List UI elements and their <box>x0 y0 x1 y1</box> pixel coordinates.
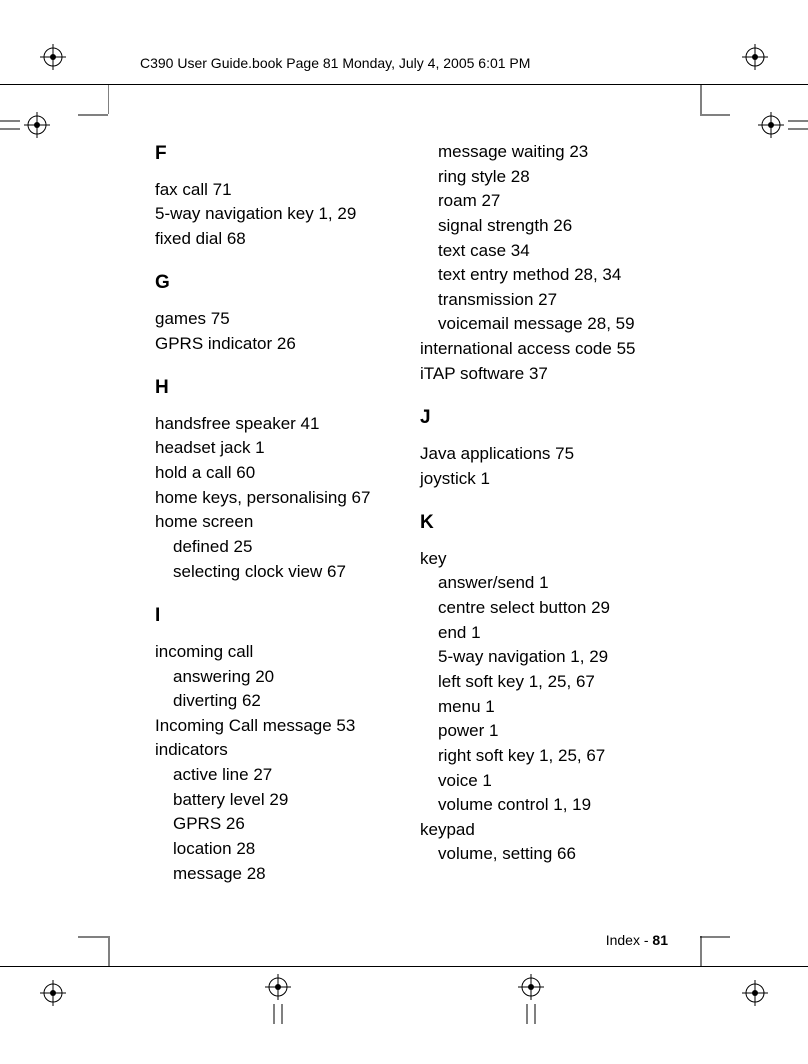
index-subentry: message waiting 23 <box>420 140 675 165</box>
page-header: C390 User Guide.book Page 81 Monday, Jul… <box>140 55 530 71</box>
index-subentry: text case 34 <box>420 239 675 264</box>
crop-l-top-right <box>700 84 702 114</box>
index-entry: iTAP software 37 <box>420 362 675 387</box>
index-entry: indicators <box>155 738 410 763</box>
index-subentry: roam 27 <box>420 189 675 214</box>
index-subentry: selecting clock view 67 <box>155 560 410 585</box>
reg-mark-bottom-left <box>40 980 66 1006</box>
index-letter-heading: H <box>155 374 410 402</box>
index-column-right: message waiting 23ring style 28roam 27si… <box>420 140 675 886</box>
crop-l-bot-right-v <box>700 936 702 966</box>
index-letter-heading: G <box>155 269 410 297</box>
index-subentry: battery level 29 <box>155 788 410 813</box>
bottom-crop-line <box>0 966 808 967</box>
index-subentry: signal strength 26 <box>420 214 675 239</box>
index-subentry: left soft key 1, 25, 67 <box>420 670 675 695</box>
index-entry: games 75 <box>155 307 410 332</box>
footer-page-number: 81 <box>652 932 668 948</box>
index-subentry: 5-way navigation 1, 29 <box>420 645 675 670</box>
index-subentry: answer/send 1 <box>420 571 675 596</box>
index-letter-heading: I <box>155 602 410 630</box>
index-column-left: Ffax call 715-way navigation key 1, 29fi… <box>155 140 410 886</box>
reg-mark-right-side <box>758 112 808 138</box>
index-subentry: menu 1 <box>420 695 675 720</box>
index-entry: hold a call 60 <box>155 461 410 486</box>
reg-mark-bottom-center-1 <box>265 974 291 1024</box>
index-entry: joystick 1 <box>420 467 675 492</box>
page-footer: Index - 81 <box>606 932 668 948</box>
crop-l-bot-right-h <box>700 936 730 938</box>
reg-mark-bottom-right <box>742 980 768 1006</box>
index-entry: fixed dial 68 <box>155 227 410 252</box>
index-entry: home screen <box>155 510 410 535</box>
index-entry: Incoming Call message 53 <box>155 714 410 739</box>
index-entry: headset jack 1 <box>155 436 410 461</box>
index-subentry: ring style 28 <box>420 165 675 190</box>
index-subentry: answering 20 <box>155 665 410 690</box>
index-entry: key <box>420 547 675 572</box>
index-entry: Java applications 75 <box>420 442 675 467</box>
index-entry: GPRS indicator 26 <box>155 332 410 357</box>
index-subentry: end 1 <box>420 621 675 646</box>
index-subentry: text entry method 28, 34 <box>420 263 675 288</box>
index-entry: 5-way navigation key 1, 29 <box>155 202 410 227</box>
reg-mark-left-side <box>0 112 50 138</box>
index-subentry: voicemail message 28, 59 <box>420 312 675 337</box>
index-subentry: volume, setting 66 <box>420 842 675 867</box>
index-entry: international access code 55 <box>420 337 675 362</box>
reg-mark-bottom-center-2 <box>518 974 544 1024</box>
index-letter-heading: K <box>420 509 675 537</box>
index-entry: keypad <box>420 818 675 843</box>
index-subentry: transmission 27 <box>420 288 675 313</box>
index-subentry: centre select button 29 <box>420 596 675 621</box>
crop-l-bot-left-h <box>78 936 108 938</box>
index-subentry: power 1 <box>420 719 675 744</box>
index-content: Ffax call 715-way navigation key 1, 29fi… <box>155 140 675 886</box>
reg-mark-top-left <box>40 44 66 70</box>
index-subentry: defined 25 <box>155 535 410 560</box>
crop-l-bot-left-v <box>108 936 110 966</box>
crop-l-top-left <box>108 84 138 114</box>
index-subentry: GPRS 26 <box>155 812 410 837</box>
index-subentry: voice 1 <box>420 769 675 794</box>
crop-l-top-right-h <box>700 114 730 116</box>
index-subentry: active line 27 <box>155 763 410 788</box>
crop-l-top-left-h <box>78 114 108 116</box>
index-entry: home keys, personalising 67 <box>155 486 410 511</box>
index-letter-heading: F <box>155 140 410 168</box>
index-subentry: volume control 1, 19 <box>420 793 675 818</box>
index-subentry: diverting 62 <box>155 689 410 714</box>
index-subentry: location 28 <box>155 837 410 862</box>
index-subentry: right soft key 1, 25, 67 <box>420 744 675 769</box>
index-entry: handsfree speaker 41 <box>155 412 410 437</box>
footer-label: Index - <box>606 932 653 948</box>
index-subentry: message 28 <box>155 862 410 887</box>
index-entry: incoming call <box>155 640 410 665</box>
index-entry: fax call 71 <box>155 178 410 203</box>
reg-mark-top-right <box>742 44 768 70</box>
index-letter-heading: J <box>420 404 675 432</box>
